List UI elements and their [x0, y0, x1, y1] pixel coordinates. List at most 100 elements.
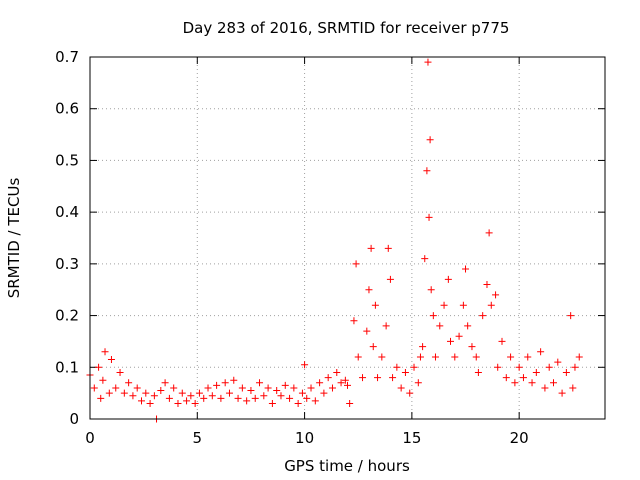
data-point [483, 281, 491, 289]
data-point [479, 312, 487, 320]
data-point [492, 291, 500, 299]
x-tick-label: 0 [85, 429, 95, 447]
data-point [303, 394, 311, 402]
y-axis-label: SRMTID / TECUs [5, 178, 23, 299]
data-point [371, 301, 379, 309]
y-tick-label: 0.5 [55, 151, 79, 169]
data-point [187, 392, 195, 400]
data-point [427, 286, 435, 294]
data-point [519, 374, 527, 382]
data-point [423, 167, 431, 175]
data-point [328, 384, 336, 392]
data-point [183, 397, 191, 405]
data-point [429, 312, 437, 320]
y-tick-label: 0.4 [55, 203, 79, 221]
data-point [567, 312, 575, 320]
plot-frame [89, 56, 606, 420]
data-point [451, 353, 459, 361]
data-point [268, 399, 276, 407]
data-point [389, 374, 397, 382]
data-point [142, 389, 150, 397]
data-point [416, 353, 424, 361]
data-point [352, 260, 360, 268]
data-point [146, 399, 154, 407]
data-point [195, 389, 203, 397]
x-tick-label: 15 [402, 429, 421, 447]
data-point [528, 379, 536, 387]
data-point [474, 368, 482, 376]
data-point [382, 322, 390, 330]
data-point [316, 379, 324, 387]
data-point [133, 384, 141, 392]
data-point [341, 376, 349, 384]
data-point [251, 394, 259, 402]
data-point [337, 379, 345, 387]
data-point [333, 368, 341, 376]
data-point [191, 399, 199, 407]
data-point [494, 363, 502, 371]
data-point [485, 229, 493, 237]
data-point [414, 379, 422, 387]
data-point [419, 343, 427, 351]
data-point [472, 353, 480, 361]
data-point [440, 301, 448, 309]
data-point [99, 376, 107, 384]
y-tick-label: 0 [69, 410, 79, 428]
data-point [386, 275, 394, 283]
data-point [298, 389, 306, 397]
data-point [95, 363, 103, 371]
grid-layer [90, 57, 605, 419]
data-point [424, 58, 432, 66]
data-point [138, 397, 145, 405]
data-point [468, 343, 476, 351]
data-point [161, 379, 169, 387]
data-point [97, 394, 105, 402]
data-point [346, 399, 354, 407]
data-point [129, 392, 137, 400]
data-point [170, 384, 178, 392]
data-point [238, 384, 246, 392]
data-point [120, 389, 128, 397]
data-point [174, 399, 182, 407]
data-point [290, 384, 298, 392]
data-point [397, 384, 405, 392]
data-point [116, 368, 124, 376]
data-point [178, 389, 186, 397]
data-point [243, 397, 251, 405]
data-point [247, 387, 255, 395]
data-point [532, 368, 540, 376]
data-point [107, 356, 115, 364]
data-point [498, 337, 506, 345]
data-point [562, 368, 570, 376]
data-point [213, 381, 221, 389]
data-point [365, 286, 373, 294]
y-tick-label: 0.2 [55, 307, 79, 325]
data-point [320, 389, 328, 397]
data-point [260, 392, 268, 400]
data-point [550, 379, 557, 387]
data-point [426, 136, 434, 144]
data-point [524, 353, 532, 361]
data-point [230, 376, 238, 384]
y-tick-label: 0.7 [55, 48, 79, 66]
data-point [374, 374, 382, 382]
data-point [447, 337, 454, 345]
data-point [363, 327, 371, 335]
data-point [105, 389, 113, 397]
data-point [369, 343, 377, 351]
data-point [234, 394, 242, 402]
points-layer [86, 58, 583, 423]
data-point [324, 374, 332, 382]
data-point [157, 387, 165, 395]
data-point [541, 384, 549, 392]
data-point [393, 363, 401, 371]
data-point [431, 353, 439, 361]
data-point [462, 265, 470, 273]
data-point [359, 374, 367, 382]
data-point [273, 387, 281, 395]
data-point [256, 379, 264, 387]
data-point [350, 317, 358, 325]
chart-title: Day 283 of 2016, SRMTID for receiver p77… [183, 19, 510, 37]
data-point [507, 353, 515, 361]
data-point [436, 322, 444, 330]
